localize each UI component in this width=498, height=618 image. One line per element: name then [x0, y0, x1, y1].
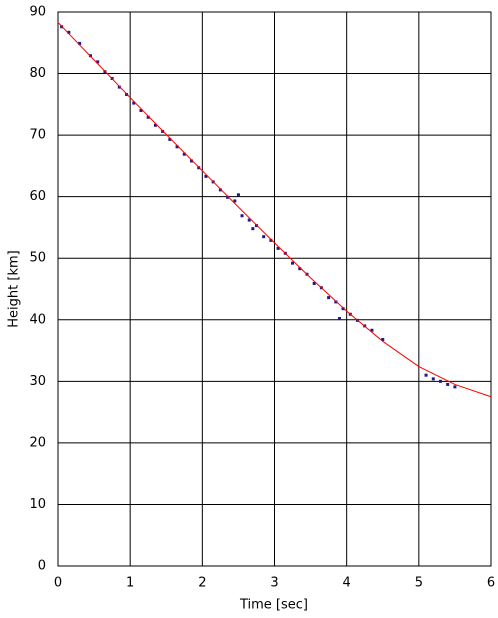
data-point	[424, 373, 428, 377]
data-point	[334, 300, 338, 304]
data-point	[226, 195, 230, 199]
data-point	[233, 199, 237, 203]
y-tick-label: 60	[29, 189, 46, 204]
data-point	[218, 188, 222, 192]
x-tick-label: 5	[415, 576, 423, 591]
data-point	[132, 101, 136, 105]
y-axis-label: Height [km]	[7, 250, 22, 327]
x-tick-label: 0	[54, 576, 62, 591]
x-tick-label: 3	[270, 576, 278, 591]
data-point	[453, 385, 457, 389]
data-point	[291, 261, 295, 265]
data-point	[327, 296, 331, 300]
x-tick-label: 1	[126, 576, 134, 591]
y-tick-label: 10	[29, 497, 46, 512]
data-point	[190, 159, 194, 163]
y-tick-label: 0	[38, 559, 46, 574]
data-point	[204, 174, 208, 178]
y-tick-label: 50	[29, 251, 46, 266]
data-point	[431, 377, 435, 381]
x-tick-label: 6	[487, 576, 495, 591]
data-point	[262, 235, 266, 239]
data-point	[96, 60, 100, 64]
data-point	[153, 123, 157, 127]
x-axis-label: Time [sec]	[239, 598, 308, 613]
fit-line	[57, 22, 492, 398]
data-point	[341, 307, 345, 311]
data-point	[240, 214, 244, 218]
data-point	[298, 267, 302, 271]
data-point	[312, 281, 316, 285]
data-point	[337, 317, 341, 321]
y-tick-label: 70	[29, 128, 46, 143]
data-point	[438, 379, 442, 383]
data-point	[381, 337, 385, 341]
y-tick-label: 40	[29, 312, 46, 327]
y-tick-label: 80	[29, 66, 46, 81]
data-point	[175, 145, 179, 149]
data-point	[78, 41, 82, 45]
data-point	[168, 137, 172, 141]
data-point	[251, 227, 255, 231]
data-point	[269, 238, 273, 242]
y-tick-label: 20	[29, 435, 46, 450]
data-point	[370, 328, 374, 332]
data-point	[117, 85, 121, 89]
data-point	[182, 152, 186, 156]
x-tick-label: 2	[198, 576, 206, 591]
data-point	[247, 218, 251, 222]
y-tick-label: 30	[29, 374, 46, 389]
data-point	[236, 193, 240, 197]
data-point	[276, 246, 280, 250]
x-tick-label: 4	[343, 576, 351, 591]
data-point	[446, 382, 450, 386]
data-point	[146, 115, 150, 119]
data-point	[139, 108, 143, 112]
data-point	[67, 30, 71, 34]
y-tick-label: 90	[29, 5, 46, 20]
